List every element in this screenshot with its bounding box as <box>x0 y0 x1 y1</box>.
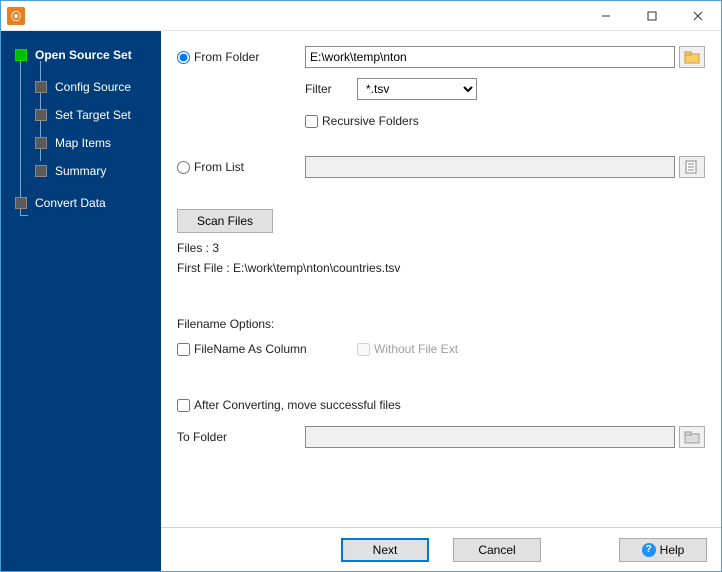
titlebar: ⦿ <box>1 1 721 31</box>
to-folder-label: To Folder <box>177 430 227 444</box>
to-folder-input <box>305 426 675 448</box>
from-list-input <box>305 156 675 178</box>
footer: Next Cancel ? Help <box>161 527 721 571</box>
nav-map-items[interactable]: Map Items <box>1 129 161 157</box>
from-list-label: From List <box>194 160 244 174</box>
filename-as-column-checkbox[interactable]: FileName As Column <box>177 342 357 356</box>
nav-open-source-set[interactable]: Open Source Set <box>1 41 161 69</box>
from-list-radio[interactable]: From List <box>177 160 244 174</box>
nav-label: Convert Data <box>35 196 106 210</box>
nav-config-source[interactable]: Config Source <box>1 73 161 101</box>
after-converting-checkbox[interactable]: After Converting, move successful files <box>177 398 401 412</box>
browse-list-button[interactable] <box>679 156 705 178</box>
nav-label: Set Target Set <box>55 108 131 122</box>
from-folder-label: From Folder <box>194 50 259 64</box>
nav-set-target-set[interactable]: Set Target Set <box>1 101 161 129</box>
help-label: Help <box>660 543 685 557</box>
sidebar: Open Source Set Config Source Set Target… <box>1 31 161 571</box>
after-converting-label: After Converting, move successful files <box>194 398 401 412</box>
nav-label: Map Items <box>55 136 111 150</box>
cancel-button[interactable]: Cancel <box>453 538 541 562</box>
next-button[interactable]: Next <box>341 538 429 562</box>
window: { "sidebar": { "items": [ {"label": "Ope… <box>0 0 722 572</box>
from-folder-input[interactable] <box>305 46 675 68</box>
nav-label: Config Source <box>55 80 131 94</box>
browse-folder-button[interactable] <box>679 46 705 68</box>
nav-summary[interactable]: Summary <box>1 157 161 185</box>
help-button[interactable]: ? Help <box>619 538 707 562</box>
nav-convert-data[interactable]: Convert Data <box>1 189 161 217</box>
content: From Folder Filter *.tsv Recursive Folde… <box>161 31 721 527</box>
without-file-ext-checkbox: Without File Ext <box>357 342 458 356</box>
app-icon: ⦿ <box>7 7 25 25</box>
browse-to-folder-button[interactable] <box>679 426 705 448</box>
from-folder-radio[interactable]: From Folder <box>177 50 259 64</box>
body: Open Source Set Config Source Set Target… <box>1 31 721 571</box>
nav-label: Summary <box>55 164 106 178</box>
maximize-button[interactable] <box>629 1 675 31</box>
filename-options-label: Filename Options: <box>177 317 705 331</box>
nav-label: Open Source Set <box>35 48 132 62</box>
first-file-text: First File : E:\work\temp\nton\countries… <box>177 261 705 275</box>
minimize-button[interactable] <box>583 1 629 31</box>
recursive-checkbox[interactable]: Recursive Folders <box>305 114 419 128</box>
filename-as-column-label: FileName As Column <box>194 342 307 356</box>
scan-files-button[interactable]: Scan Files <box>177 209 273 233</box>
without-file-ext-label: Without File Ext <box>374 342 458 356</box>
filter-label: Filter <box>305 82 357 96</box>
filter-select[interactable]: *.tsv <box>357 78 477 100</box>
help-icon: ? <box>642 543 656 557</box>
main-panel: From Folder Filter *.tsv Recursive Folde… <box>161 31 721 571</box>
recursive-label: Recursive Folders <box>322 114 419 128</box>
close-button[interactable] <box>675 1 721 31</box>
files-count-text: Files : 3 <box>177 241 705 255</box>
